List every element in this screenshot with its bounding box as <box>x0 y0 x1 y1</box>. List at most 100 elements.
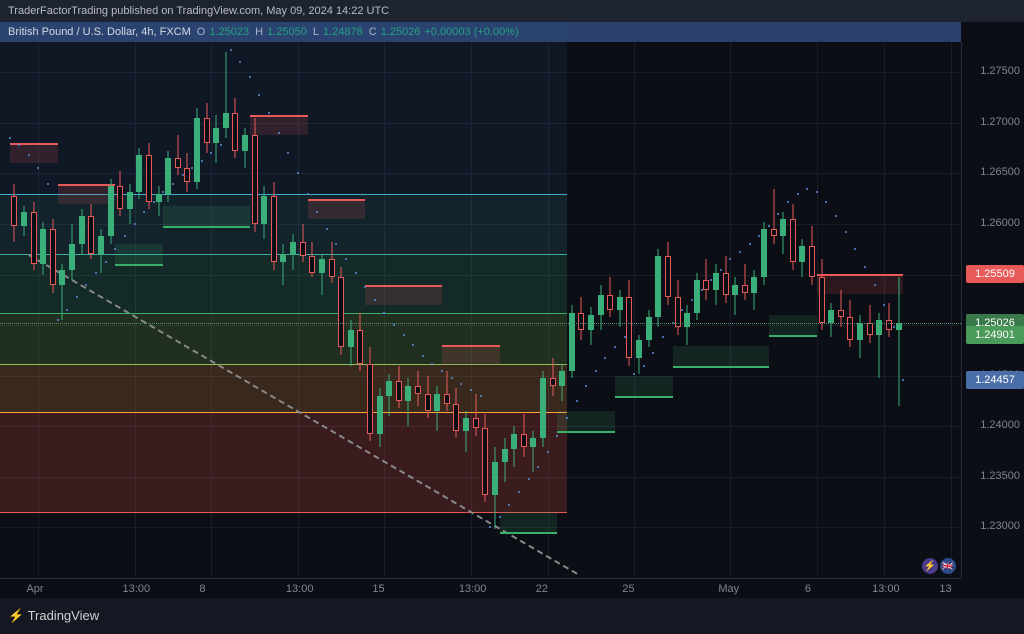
sar-dot <box>268 112 270 114</box>
time-axis[interactable]: Apr13:00813:001513:002225May613:0013 <box>0 578 961 598</box>
sar-dot <box>624 336 626 338</box>
sar-dot <box>806 188 808 190</box>
candle <box>127 42 133 578</box>
candle <box>511 42 517 578</box>
sar-dot <box>470 389 472 391</box>
price-tick-label: 1.26000 <box>980 217 1020 229</box>
sar-dot <box>441 370 443 372</box>
sar-dot <box>172 183 174 185</box>
candle <box>473 42 479 578</box>
sar-dot <box>787 201 789 203</box>
candle <box>559 42 565 578</box>
sar-dot <box>374 299 376 301</box>
price-axis[interactable]: 1.275001.270001.265001.260001.255001.250… <box>961 42 1024 578</box>
candle <box>357 42 363 578</box>
candle <box>242 42 248 578</box>
candle <box>377 42 383 578</box>
candle <box>502 42 508 578</box>
candle <box>31 42 37 578</box>
candle <box>194 42 200 578</box>
candle <box>617 42 623 578</box>
candle <box>223 42 229 578</box>
price-tick-label: 1.23500 <box>980 470 1020 482</box>
candle <box>261 42 267 578</box>
candle <box>213 42 219 578</box>
candle <box>761 42 767 578</box>
candle <box>136 42 142 578</box>
sar-dot <box>595 370 597 372</box>
candle <box>588 42 594 578</box>
sar-dot <box>547 451 549 453</box>
candle <box>540 42 546 578</box>
candle <box>69 42 75 578</box>
time-tick-label: 13:00 <box>123 583 151 595</box>
sar-dot <box>278 132 280 134</box>
candle <box>98 42 104 578</box>
publisher-text: TraderFactorTrading published on Trading… <box>8 5 389 17</box>
candle <box>876 42 882 578</box>
sar-dot <box>662 336 664 338</box>
candle <box>300 42 306 578</box>
sar-dot <box>652 352 654 354</box>
sar-dot <box>825 201 827 203</box>
candle <box>819 42 825 578</box>
time-tick-label: 15 <box>372 583 384 595</box>
candle <box>675 42 681 578</box>
candle <box>857 42 863 578</box>
candle <box>550 42 556 578</box>
alert-badge-icon[interactable]: ⚡ <box>922 558 938 574</box>
sar-dot <box>797 193 799 195</box>
candle <box>578 42 584 578</box>
candle <box>21 42 27 578</box>
sar-dot <box>355 272 357 274</box>
sar-dot <box>710 279 712 281</box>
candle <box>626 42 632 578</box>
price-tick-label: 1.27000 <box>980 116 1020 128</box>
tradingview-logo: ⚡ TradingView <box>8 608 99 624</box>
chart-area[interactable] <box>0 42 961 578</box>
time-tick-label: 13:00 <box>286 583 314 595</box>
candle <box>405 42 411 578</box>
sar-dot <box>134 223 136 225</box>
candle <box>742 42 748 578</box>
candle <box>309 42 315 578</box>
sar-dot <box>230 49 232 51</box>
candle <box>607 42 613 578</box>
candle <box>444 42 450 578</box>
candle <box>329 42 335 578</box>
candle <box>646 42 652 578</box>
candle <box>425 42 431 578</box>
sar-dot <box>451 377 453 379</box>
candle <box>184 42 190 578</box>
sar-dot <box>95 272 97 274</box>
price-tick-label: 1.24000 <box>980 419 1020 431</box>
sar-dot <box>364 286 366 288</box>
sar-dot <box>76 296 78 298</box>
candle <box>723 42 729 578</box>
sar-dot <box>614 346 616 348</box>
sar-dot <box>422 355 424 357</box>
sar-dot <box>701 289 703 291</box>
sar-dot <box>816 191 818 193</box>
price-tag: 1.24901 <box>966 326 1024 344</box>
time-tick-label: 13 <box>939 583 951 595</box>
candle <box>434 42 440 578</box>
price-tick-label: 1.27500 <box>980 65 1020 77</box>
candle <box>780 42 786 578</box>
footer-bar: ⚡ TradingView <box>0 598 1024 634</box>
sar-dot <box>316 211 318 213</box>
sar-dot <box>845 231 847 233</box>
sar-dot <box>758 235 760 237</box>
time-tick-label: Apr <box>26 583 43 595</box>
flag-badge-icon[interactable]: 🇬🇧 <box>940 558 956 574</box>
candle <box>367 42 373 578</box>
candle <box>828 42 834 578</box>
sar-dot <box>518 491 520 493</box>
candle <box>732 42 738 578</box>
sar-dot <box>749 243 751 245</box>
sar-dot <box>57 319 59 321</box>
sar-dot <box>585 385 587 387</box>
sar-dot <box>576 400 578 402</box>
publisher-bar: TraderFactorTrading published on Trading… <box>0 0 1024 22</box>
candle <box>713 42 719 578</box>
